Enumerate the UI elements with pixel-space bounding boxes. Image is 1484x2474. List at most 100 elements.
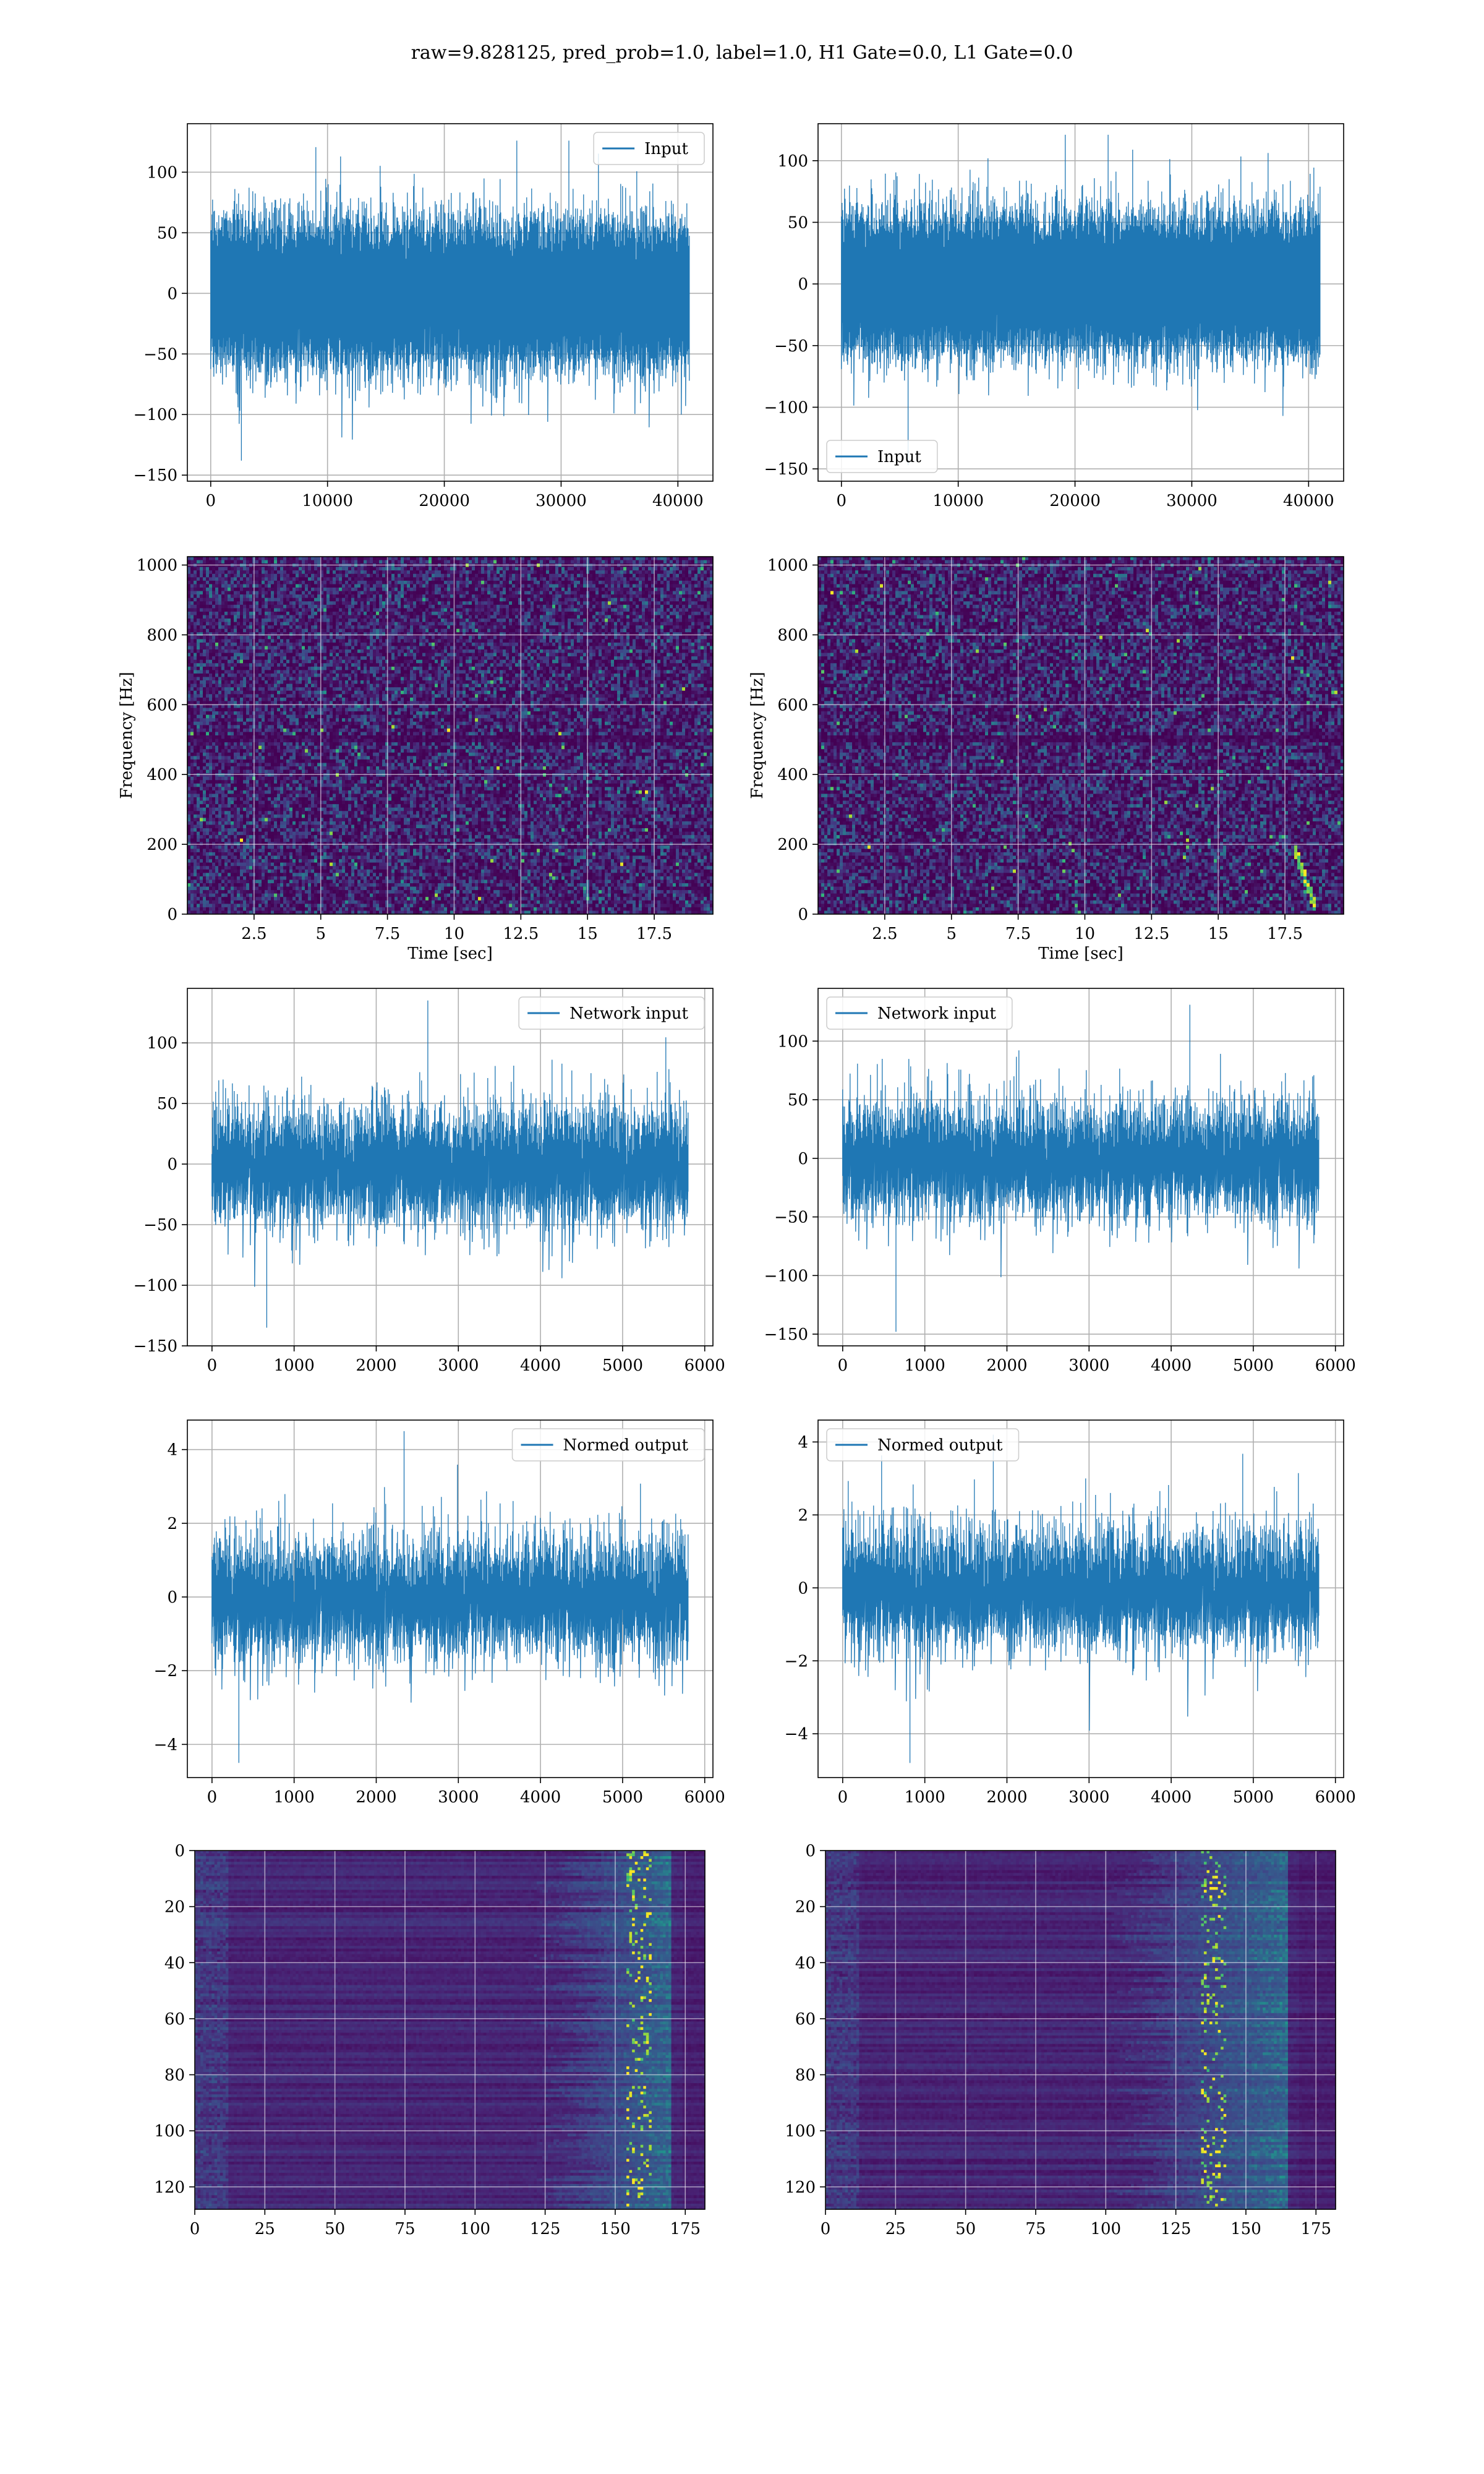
x-tick-label: 30000	[535, 492, 587, 510]
x-tick-label: 2.5	[241, 925, 267, 943]
y-tick-label: 50	[788, 1091, 808, 1110]
y-tick-label: 50	[788, 213, 808, 232]
x-tick-label: 125	[530, 2220, 561, 2238]
legend: Input	[827, 440, 937, 473]
y-tick-label: −100	[134, 406, 177, 424]
heatmap-cells	[187, 557, 714, 915]
network-input-h1-chart: 0 1000 2000 3000 4000 5000 6000−150−100−500501…	[134, 988, 725, 1375]
x-tick-label: 3000	[1068, 1788, 1109, 1807]
y-tick-label: 50	[157, 1095, 177, 1113]
legend-label: Input	[644, 140, 688, 158]
x-tick-label: 12.5	[1133, 925, 1169, 943]
y-tick-label: 600	[147, 696, 177, 714]
y-tick-label: 0	[805, 1842, 816, 1860]
x-tick-label: 3000	[438, 1788, 479, 1807]
series-line	[842, 135, 1320, 465]
y-tick-label: −4	[785, 1725, 808, 1744]
x-tick-label: 5000	[602, 1356, 643, 1375]
x-tick-label: 4000	[1151, 1356, 1192, 1375]
x-tick-label: 6000	[1315, 1356, 1356, 1375]
y-tick-label: 800	[147, 626, 177, 644]
y-tick-label: 2	[167, 1515, 177, 1533]
y-tick-label: −50	[143, 345, 177, 364]
x-tick-label: 5000	[1233, 1788, 1274, 1807]
x-tick-label: 75	[1025, 2220, 1046, 2238]
y-tick-label: 100	[154, 2122, 185, 2141]
legend-label: Network input	[877, 1004, 996, 1023]
y-tick-label: 100	[785, 2122, 816, 2141]
x-axis-label: Time [sec]	[407, 944, 493, 963]
y-tick-label: −100	[134, 1277, 177, 1295]
y-tick-label: 0	[167, 1155, 177, 1174]
y-tick-label: 4	[167, 1441, 177, 1460]
y-tick-label: 40	[795, 1954, 816, 1972]
x-tick-label: 5	[315, 925, 326, 943]
x-tick-label: 175	[1300, 2220, 1331, 2238]
legend-label: Normed output	[877, 1436, 1003, 1455]
spectrogram-h1-chart: 2.5 5 7.5 10 12.5 15 17.502004006008001000Time…	[117, 557, 714, 963]
y-tick-label: 100	[777, 1032, 808, 1051]
x-tick-label: 125	[1161, 2220, 1192, 2238]
x-tick-label: 17.5	[636, 925, 672, 943]
heatmap-cells	[825, 1851, 1336, 2210]
x-tick-label: 2000	[356, 1788, 396, 1807]
x-tick-label: 5000	[602, 1788, 643, 1807]
y-tick-label: 120	[154, 2178, 185, 2197]
heatmap-cells	[818, 557, 1344, 915]
x-tick-label: 150	[1230, 2220, 1261, 2238]
y-tick-label: −50	[143, 1216, 177, 1235]
x-tick-label: 40000	[1283, 492, 1334, 510]
series-line	[212, 1001, 688, 1328]
x-tick-label: 175	[670, 2220, 701, 2238]
legend-label: Network input	[569, 1004, 688, 1023]
legend-label: Input	[877, 448, 921, 466]
x-tick-label: 0	[206, 492, 216, 510]
x-tick-label: 75	[394, 2220, 415, 2238]
legend: Network input	[827, 997, 1012, 1029]
y-tick-label: 40	[164, 1954, 185, 1972]
y-tick-label: −4	[154, 1736, 177, 1754]
y-tick-label: −100	[764, 398, 808, 417]
legend-label: Normed output	[563, 1436, 689, 1455]
x-tick-label: 100	[459, 2220, 490, 2238]
x-tick-label: 3000	[438, 1356, 479, 1375]
x-tick-label: 1000	[905, 1788, 945, 1807]
input-h1-chart: 0 10000 20000 30000 40000−150−100−50050100In…	[134, 124, 713, 510]
y-tick-label: 1000	[137, 557, 177, 575]
heatmap-cells	[195, 1851, 706, 2210]
y-tick-label: 120	[785, 2178, 816, 2197]
x-tick-label: 12.5	[503, 925, 539, 943]
y-axis-label: Frequency [Hz]	[117, 672, 136, 799]
y-tick-label: 0	[798, 275, 808, 294]
x-tick-label: 17.5	[1267, 925, 1303, 943]
x-tick-label: 0	[838, 1356, 848, 1375]
x-tick-label: 6000	[684, 1356, 725, 1375]
x-tick-label: 40000	[652, 492, 704, 510]
x-tick-label: 150	[600, 2220, 631, 2238]
x-tick-label: 5000	[1233, 1356, 1274, 1375]
legend: Network input	[519, 997, 704, 1029]
legend: Input	[594, 132, 704, 165]
x-tick-label: 6000	[1315, 1788, 1356, 1807]
x-tick-label: 2000	[986, 1356, 1027, 1375]
y-tick-label: 80	[795, 2066, 816, 2085]
x-tick-label: 1000	[274, 1788, 315, 1807]
y-tick-label: 400	[777, 766, 808, 784]
y-tick-label: 20	[164, 1898, 185, 1917]
network-input-l1-chart: 0 1000 2000 3000 4000 5000 6000−150−100−500501…	[764, 988, 1356, 1375]
x-tick-label: 10	[1075, 925, 1095, 943]
y-tick-label: 100	[147, 163, 177, 182]
input-l1-chart: 0 10000 20000 30000 40000−150−100−50050100In…	[764, 124, 1344, 510]
y-tick-label: −50	[774, 337, 808, 356]
x-tick-label: 2.5	[872, 925, 897, 943]
x-tick-label: 1000	[274, 1356, 315, 1375]
x-tick-label: 20000	[419, 492, 470, 510]
y-tick-label: 0	[174, 1842, 185, 1860]
x-tick-label: 10000	[302, 492, 353, 510]
x-tick-label: 0	[821, 2220, 831, 2238]
x-tick-label: 5	[946, 925, 957, 943]
y-tick-label: 60	[795, 2010, 816, 2029]
